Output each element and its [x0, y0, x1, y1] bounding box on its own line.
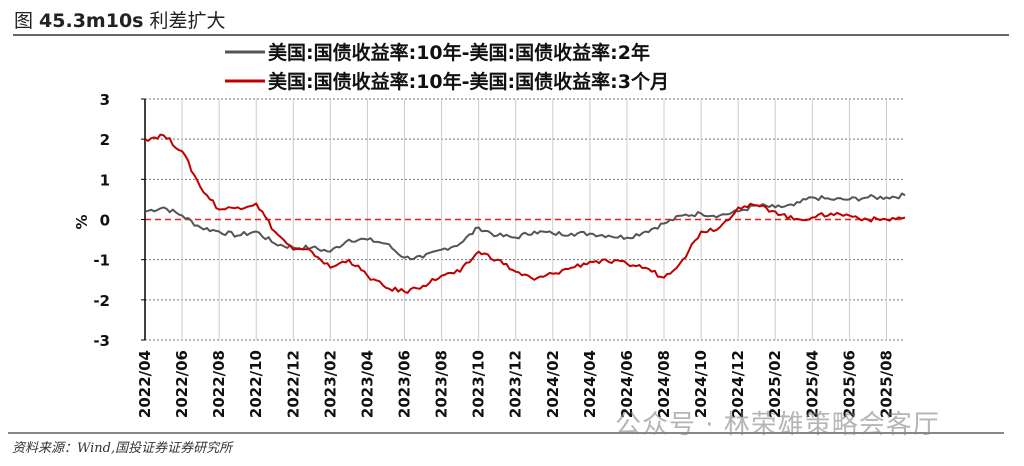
x-tick-label: 2023/06 — [396, 350, 414, 418]
figure-title: 图 45.3m10s 利差扩大 — [14, 6, 226, 33]
x-tick-label: 2024/04 — [581, 350, 599, 418]
x-tick-label: 2024/06 — [618, 350, 636, 418]
title-bold: 45.3m10s — [39, 10, 144, 32]
y-tick-label: 1 — [100, 171, 110, 189]
title-suffix: 利差扩大 — [143, 10, 226, 32]
legend-label-10y-2y: 美国:国债收益率:10年-美国:国债收益率:2年 — [268, 41, 650, 64]
x-tick-label: 2023/12 — [507, 350, 525, 418]
series-line-10y-2y — [144, 192, 906, 261]
series-line-10y-3m — [144, 133, 906, 294]
x-tick-label: 2022/06 — [173, 350, 191, 418]
x-tick-label: 2022/10 — [247, 350, 265, 418]
legend-label-10y-3m: 美国:国债收益率:10年-美国:国债收益率:3个月 — [268, 70, 669, 93]
source-note: 资料来源：Wind,国投证券证券研究所 — [12, 441, 233, 456]
x-tick-label: 2025/04 — [803, 350, 821, 418]
y-tick-label: 3 — [100, 91, 110, 109]
x-tick-label: 2023/10 — [470, 350, 488, 418]
watermark: 公众号 · 林荣雄策略会客厅 — [615, 410, 940, 440]
x-tick-label: 2024/02 — [544, 350, 562, 418]
x-tick-label: 2025/06 — [840, 350, 858, 418]
x-tick-label: 2022/08 — [210, 350, 228, 418]
y-tick-label: -3 — [93, 332, 110, 350]
x-tick-label: 2023/02 — [321, 350, 339, 418]
y-tick-label: 0 — [100, 212, 110, 230]
x-tick-label: 2025/08 — [877, 350, 895, 418]
y-tick-label: -1 — [93, 252, 110, 270]
x-tick-label: 2022/12 — [284, 350, 302, 418]
y-axis-label: % — [73, 214, 91, 229]
y-tick-label: 2 — [100, 131, 110, 149]
x-tick-label: 2023/08 — [433, 350, 451, 418]
title-prefix: 图 — [14, 10, 40, 32]
x-tick-label: 2023/04 — [358, 350, 376, 418]
top-rule — [13, 34, 1009, 36]
y-tick-label: -2 — [93, 292, 110, 310]
x-tick-label: 2022/04 — [136, 350, 154, 418]
x-tick-label: 2025/02 — [766, 350, 784, 418]
x-tick-label: 2024/10 — [692, 350, 710, 418]
x-tick-label: 2024/08 — [655, 350, 673, 418]
x-tick-label: 2024/12 — [729, 350, 747, 418]
bottom-rule — [8, 432, 1004, 434]
